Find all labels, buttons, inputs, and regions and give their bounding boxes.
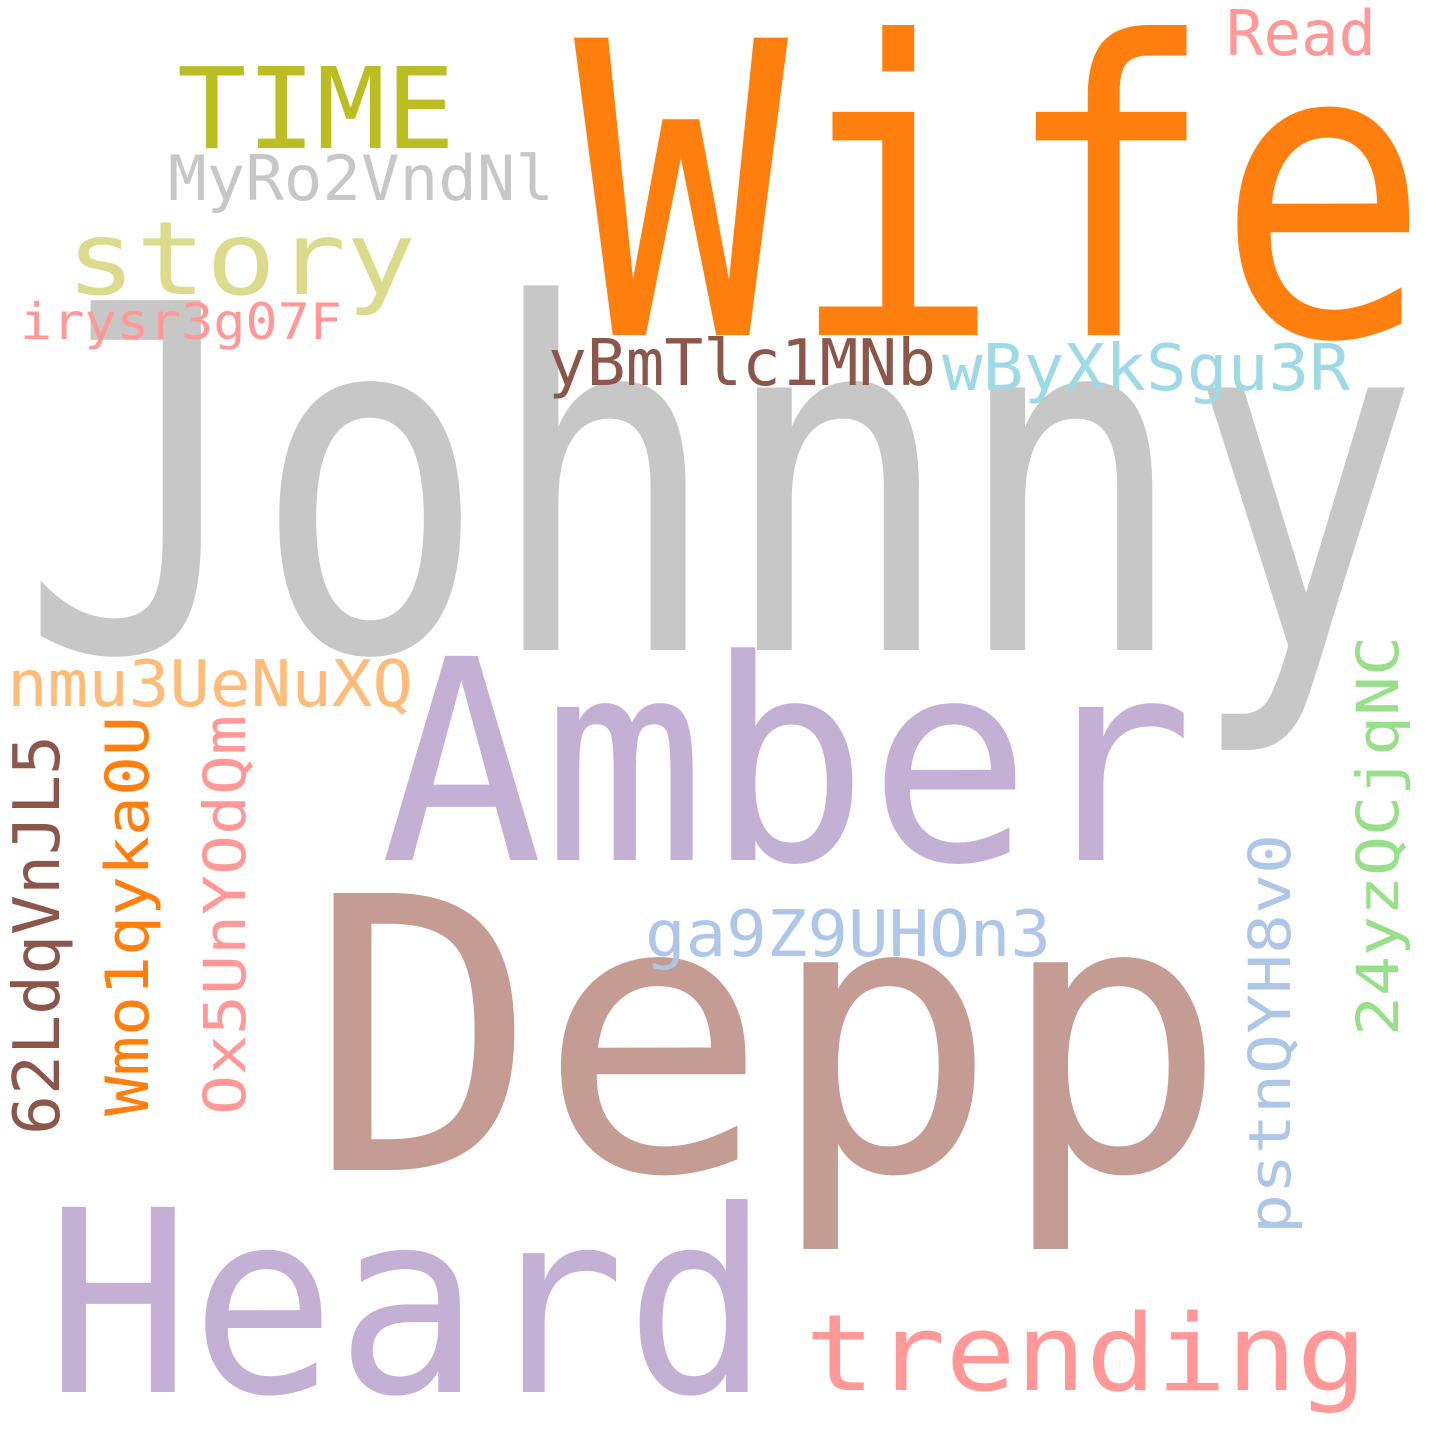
word-pstnqyh8v0: pstnQYH8v0 <box>1236 834 1304 1234</box>
word-heard: Heard <box>46 1156 770 1440</box>
word-trending: trending <box>805 1292 1367 1415</box>
word-24yzqcjqnc: 24yzQCjqNC <box>1344 636 1412 1036</box>
word-time: TIME <box>177 45 455 175</box>
word-irysr3g07f: irysr3g07F <box>20 293 342 351</box>
word-ga9z9uhon3: ga9Z9UHOn3 <box>645 898 1051 972</box>
word-depp: Depp <box>308 817 1228 1260</box>
word-story: story <box>66 200 416 319</box>
word-myro2vndnl: MyRo2VndNl <box>168 142 554 215</box>
word-wife: Wife <box>574 0 1430 432</box>
word-wmo1qyka0u: Wmo1qyka0U <box>93 716 163 1116</box>
word-ox5unyodqm: Ox5UnYOdQm <box>191 715 259 1115</box>
word-nmu3uenuxq: nmu3UeNuXQ <box>7 648 413 722</box>
word-62ldqvnjl5: 62LdqVnJL5 <box>1 735 75 1135</box>
word-read: Read <box>1226 0 1376 70</box>
word-johnny: Johnny <box>20 205 1420 764</box>
word-amber: Amber <box>380 601 1194 927</box>
word-wbyxksgu3r: wByXkSgu3R <box>942 332 1350 406</box>
word-ybmtlc1mnb: yBmTlc1MNb <box>548 327 936 401</box>
